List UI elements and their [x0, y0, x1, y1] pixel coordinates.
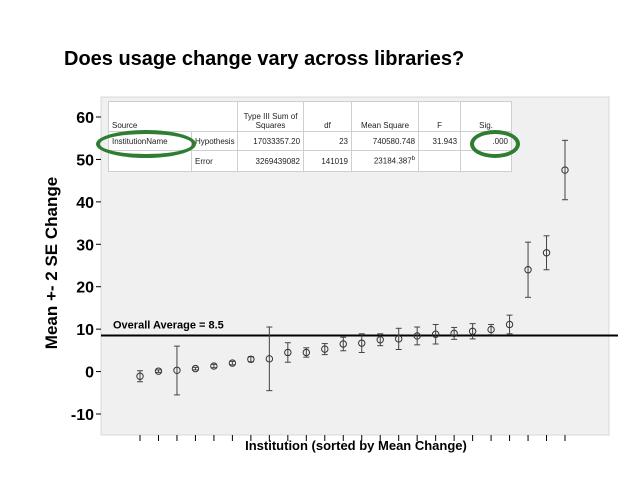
- data-point: [450, 326, 458, 340]
- header-df: df: [303, 101, 353, 132]
- data-point: [247, 355, 255, 363]
- data-point: [358, 333, 366, 353]
- data-point: [210, 362, 218, 370]
- data-point: [265, 326, 274, 392]
- mean-marker: [542, 249, 551, 257]
- header-mean-square: Mean Square: [351, 101, 420, 132]
- data-point: [431, 323, 440, 345]
- mean-marker: [210, 362, 218, 370]
- header-f: F: [418, 101, 462, 132]
- mean-marker: [413, 332, 421, 340]
- y-tick-label: -10: [71, 407, 94, 424]
- y-tick-label: 20: [76, 280, 94, 297]
- data-point: [136, 370, 144, 383]
- data-point: [413, 326, 421, 346]
- cell-mean-square: 740580.748: [351, 130, 420, 152]
- slide-title: Does usage change vary across libraries?: [64, 48, 465, 70]
- header-sum-of-squares: Type III Sum of Squares: [237, 101, 305, 132]
- mean-marker: [173, 366, 181, 374]
- data-point: [394, 327, 403, 351]
- mean-marker: [321, 345, 329, 353]
- data-point: [505, 314, 514, 335]
- y-tick-label: 40: [76, 195, 94, 212]
- mean-marker: [228, 359, 237, 367]
- mean-marker: [247, 355, 255, 363]
- cell-term: Error: [190, 150, 239, 172]
- mean-marker: [339, 340, 347, 348]
- y-tick-label: 60: [76, 110, 94, 127]
- mean-marker: [394, 335, 403, 343]
- data-point: [468, 323, 477, 340]
- cell-df: 141019: [303, 150, 353, 172]
- cell-term: Hypothesis: [190, 130, 239, 152]
- data-point: [561, 139, 569, 201]
- mean-marker: [358, 339, 366, 347]
- y-tick-label: 0: [85, 365, 94, 382]
- data-point: [524, 241, 532, 298]
- highlight-ellipse-sig: [470, 130, 520, 158]
- cell-sum-of-squares: 3269439082: [237, 150, 305, 172]
- highlight-ellipse-source: [96, 130, 196, 158]
- data-point: [542, 235, 551, 271]
- y-axis-title: Mean +- 2 SE Change: [42, 177, 61, 349]
- y-tick-label: 30: [76, 237, 94, 254]
- x-axis-title: Institution (sorted by Mean Change): [245, 438, 467, 453]
- cell-mean-square-value: 23184.387: [373, 157, 412, 167]
- y-tick-label: 10: [76, 322, 94, 339]
- mean-marker: [302, 348, 311, 357]
- data-point: [339, 336, 347, 352]
- mean-marker: [431, 330, 440, 338]
- header-source: Source: [107, 101, 239, 132]
- mean-marker: [505, 320, 514, 329]
- mean-marker: [265, 355, 274, 363]
- data-point: [154, 367, 163, 375]
- mean-marker: [136, 372, 144, 380]
- mean-marker: [561, 166, 569, 174]
- cell-sum-of-squares: 17033357.20: [237, 130, 305, 152]
- mean-marker: [450, 329, 458, 338]
- table-header-row: Source Type III Sum of Squares df Mean S…: [107, 101, 513, 132]
- mean-marker: [154, 367, 163, 375]
- table-row: Error 3269439082 141019 23184.387b: [108, 150, 513, 172]
- cell-f: [418, 150, 462, 172]
- cell-superscript: b: [411, 156, 416, 163]
- data-point: [302, 347, 311, 358]
- overall-average-label: Overall Average = 8.5: [113, 320, 224, 332]
- header-sig: Sig.: [460, 101, 513, 132]
- y-tick-label: 50: [76, 152, 94, 169]
- data-point: [321, 343, 329, 356]
- data-point: [228, 359, 237, 367]
- data-point: [173, 345, 181, 396]
- mean-marker: [487, 325, 495, 334]
- data-point: [191, 364, 200, 373]
- mean-marker: [468, 327, 477, 335]
- data-point: [376, 333, 384, 347]
- data-point: [487, 323, 495, 336]
- data-point: [284, 342, 292, 363]
- mean-marker: [524, 266, 532, 274]
- mean-marker: [191, 364, 200, 373]
- cell-f: 31.943: [418, 130, 462, 152]
- mean-marker: [376, 336, 384, 344]
- cell-df: 23: [303, 130, 353, 152]
- cell-mean-square: 23184.387b: [351, 150, 420, 172]
- mean-marker: [284, 348, 292, 357]
